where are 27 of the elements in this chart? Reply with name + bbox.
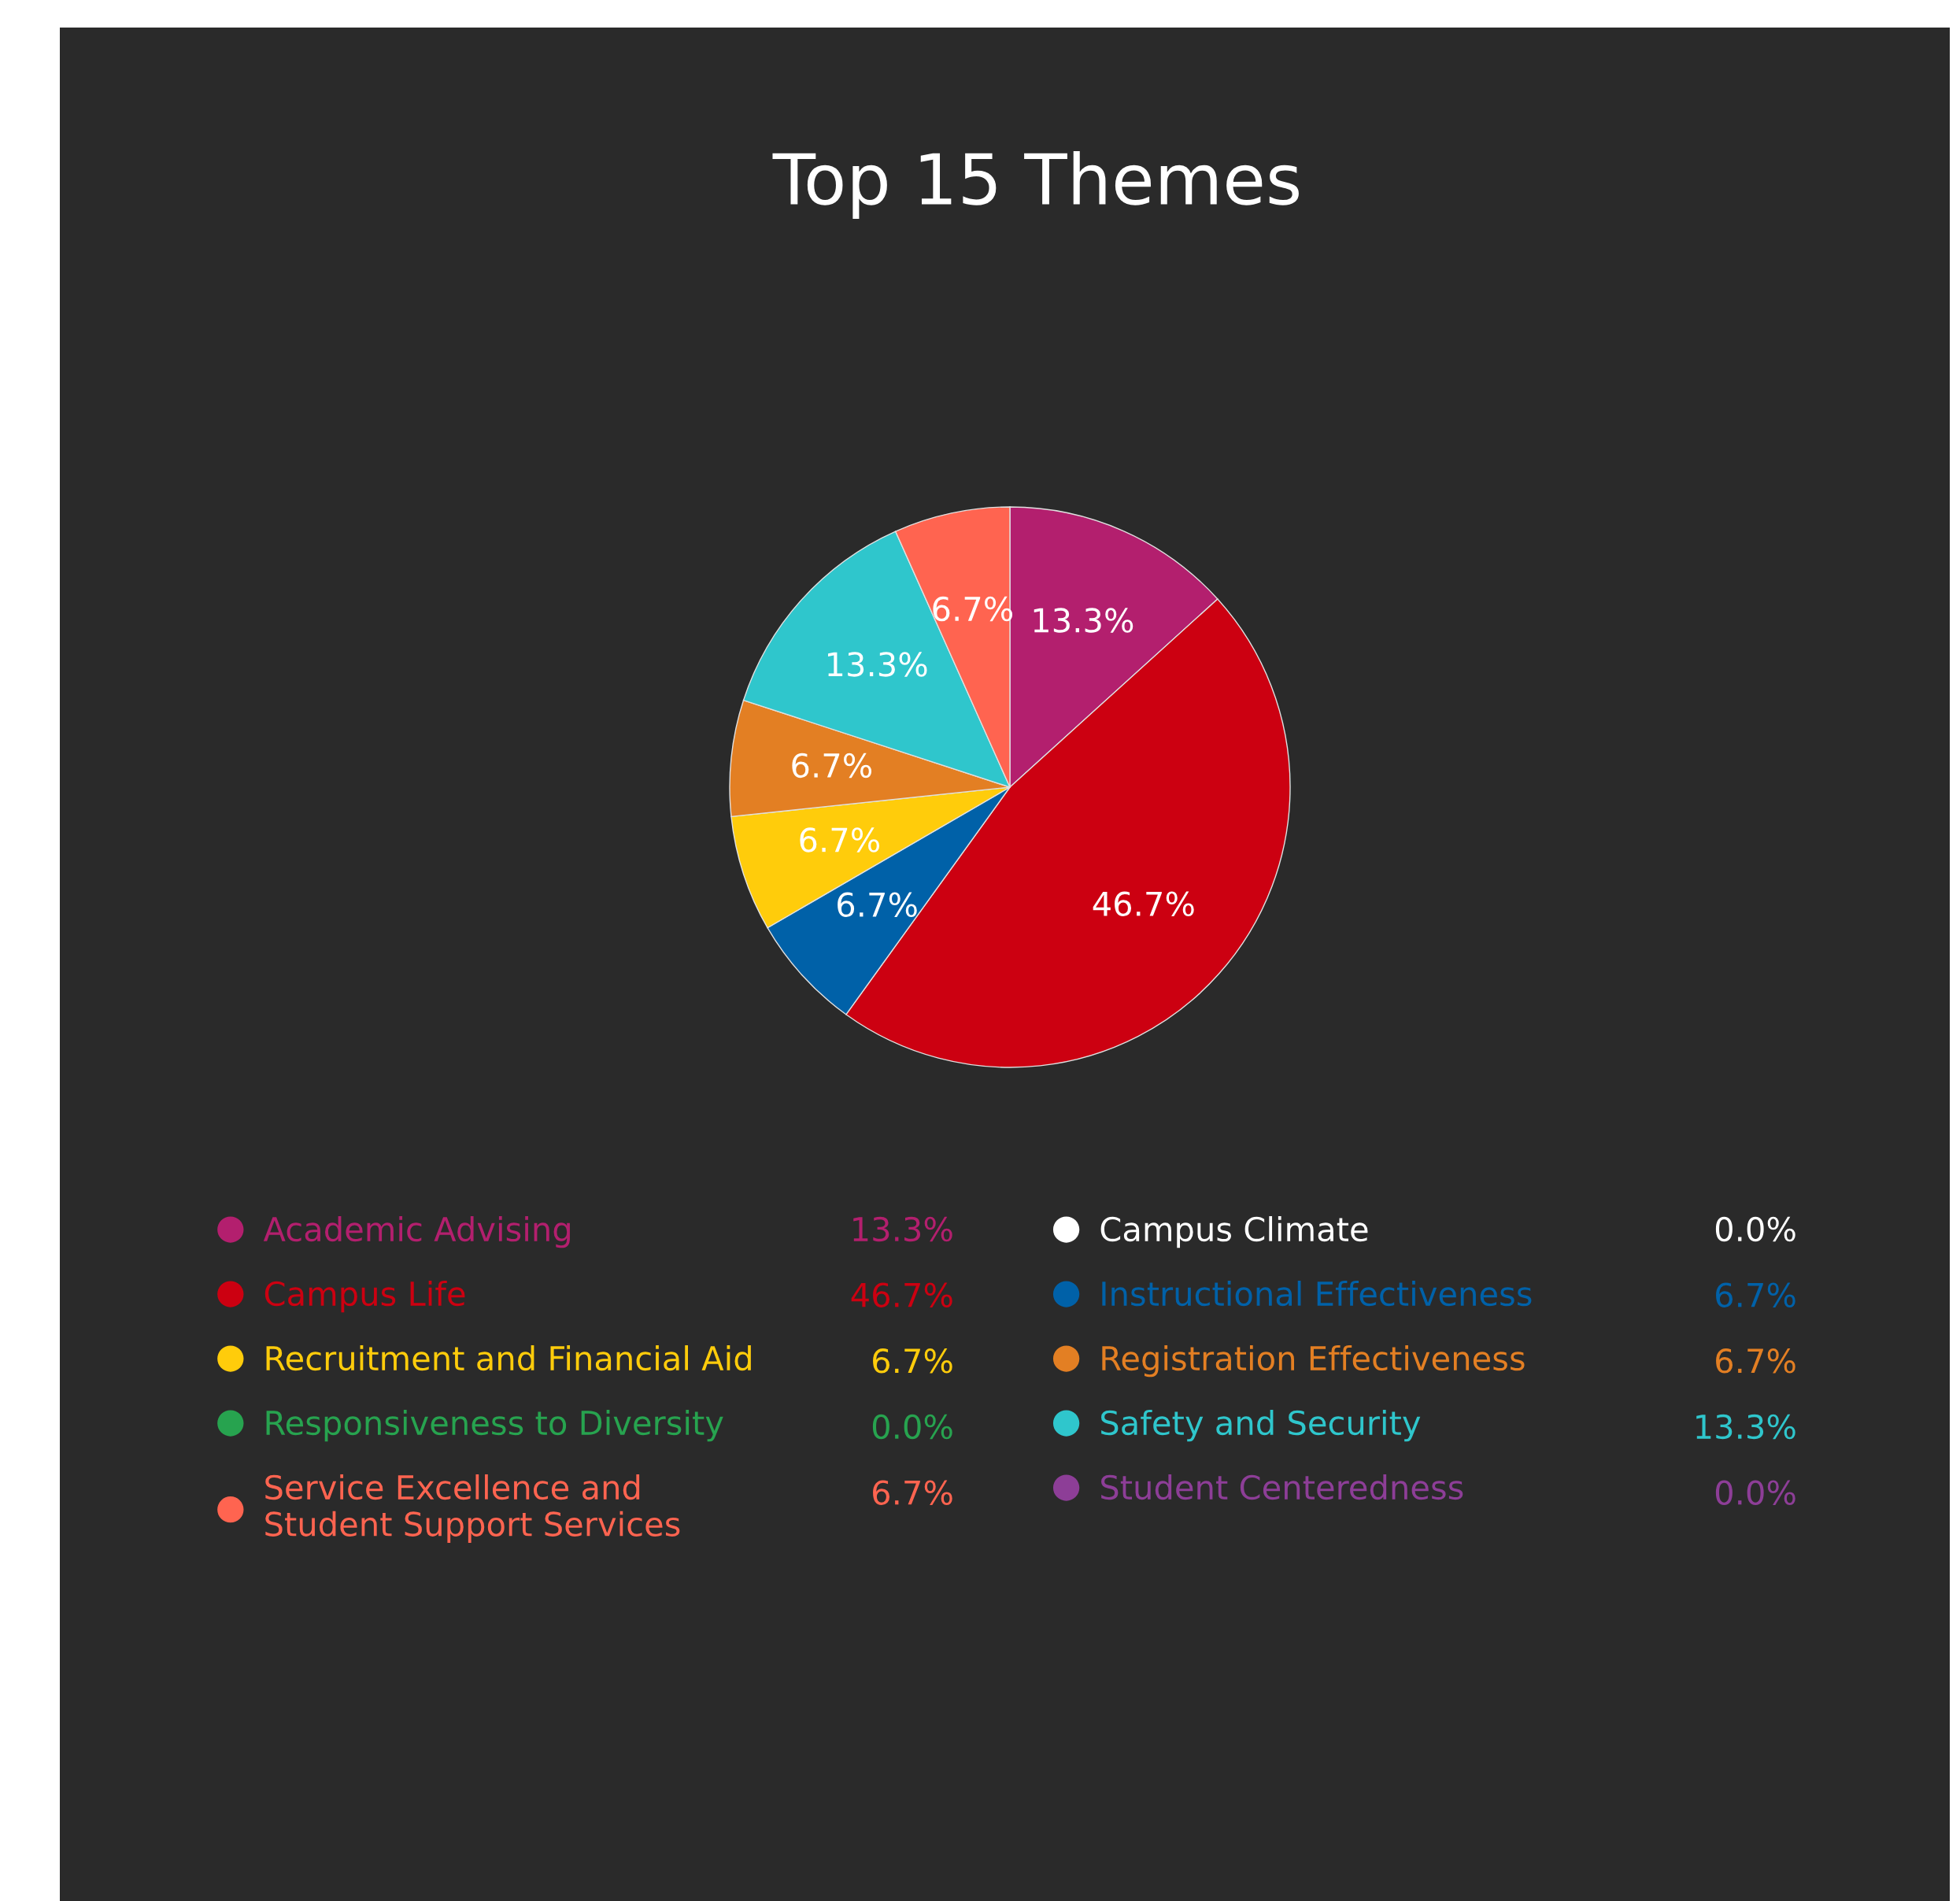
legend-label: Service Excellence and Student Support Services bbox=[265, 1474, 680, 1543]
legend-label: Student Centeredness bbox=[1101, 1474, 1463, 1500]
legend-label: Safety and Security bbox=[1101, 1409, 1421, 1442]
data-label: 13.3% bbox=[828, 652, 927, 677]
data-label: 13.3% bbox=[1034, 608, 1133, 633]
text: 6.7% bbox=[873, 1348, 952, 1374]
data-label: 46.7% bbox=[851, 1282, 952, 1307]
text: 13.3% bbox=[1696, 1414, 1795, 1440]
legend-label: Campus Climate bbox=[1100, 1216, 1368, 1248]
legend-label: Registration Effectiveness bbox=[1102, 1344, 1525, 1378]
text: 6.7% bbox=[1716, 1348, 1795, 1374]
text: 6.7% bbox=[873, 1480, 952, 1505]
legend-label: Responsiveness to Diversity bbox=[266, 1409, 723, 1442]
legend-label: Recruitment and Financial Aid bbox=[266, 1344, 751, 1371]
text: 46.7% bbox=[1093, 891, 1194, 916]
text: 0.0% bbox=[872, 1414, 952, 1440]
text: 0.0% bbox=[1715, 1480, 1795, 1505]
data-label: 6.7% bbox=[800, 827, 880, 852]
text: 6.7% bbox=[1716, 1282, 1795, 1307]
legend-label: Academic Advising bbox=[263, 1216, 570, 1248]
data-label: 6.7% bbox=[792, 753, 872, 779]
data-label: 6.7% bbox=[838, 892, 917, 918]
legend-label: Campus Life bbox=[264, 1280, 465, 1313]
legend-label: Instructional Effectiveness bbox=[1102, 1280, 1532, 1307]
chart-title: Top 15 Themes bbox=[772, 150, 1299, 220]
text: 13.3% bbox=[853, 1216, 952, 1242]
text: 0.0% bbox=[1715, 1216, 1795, 1242]
